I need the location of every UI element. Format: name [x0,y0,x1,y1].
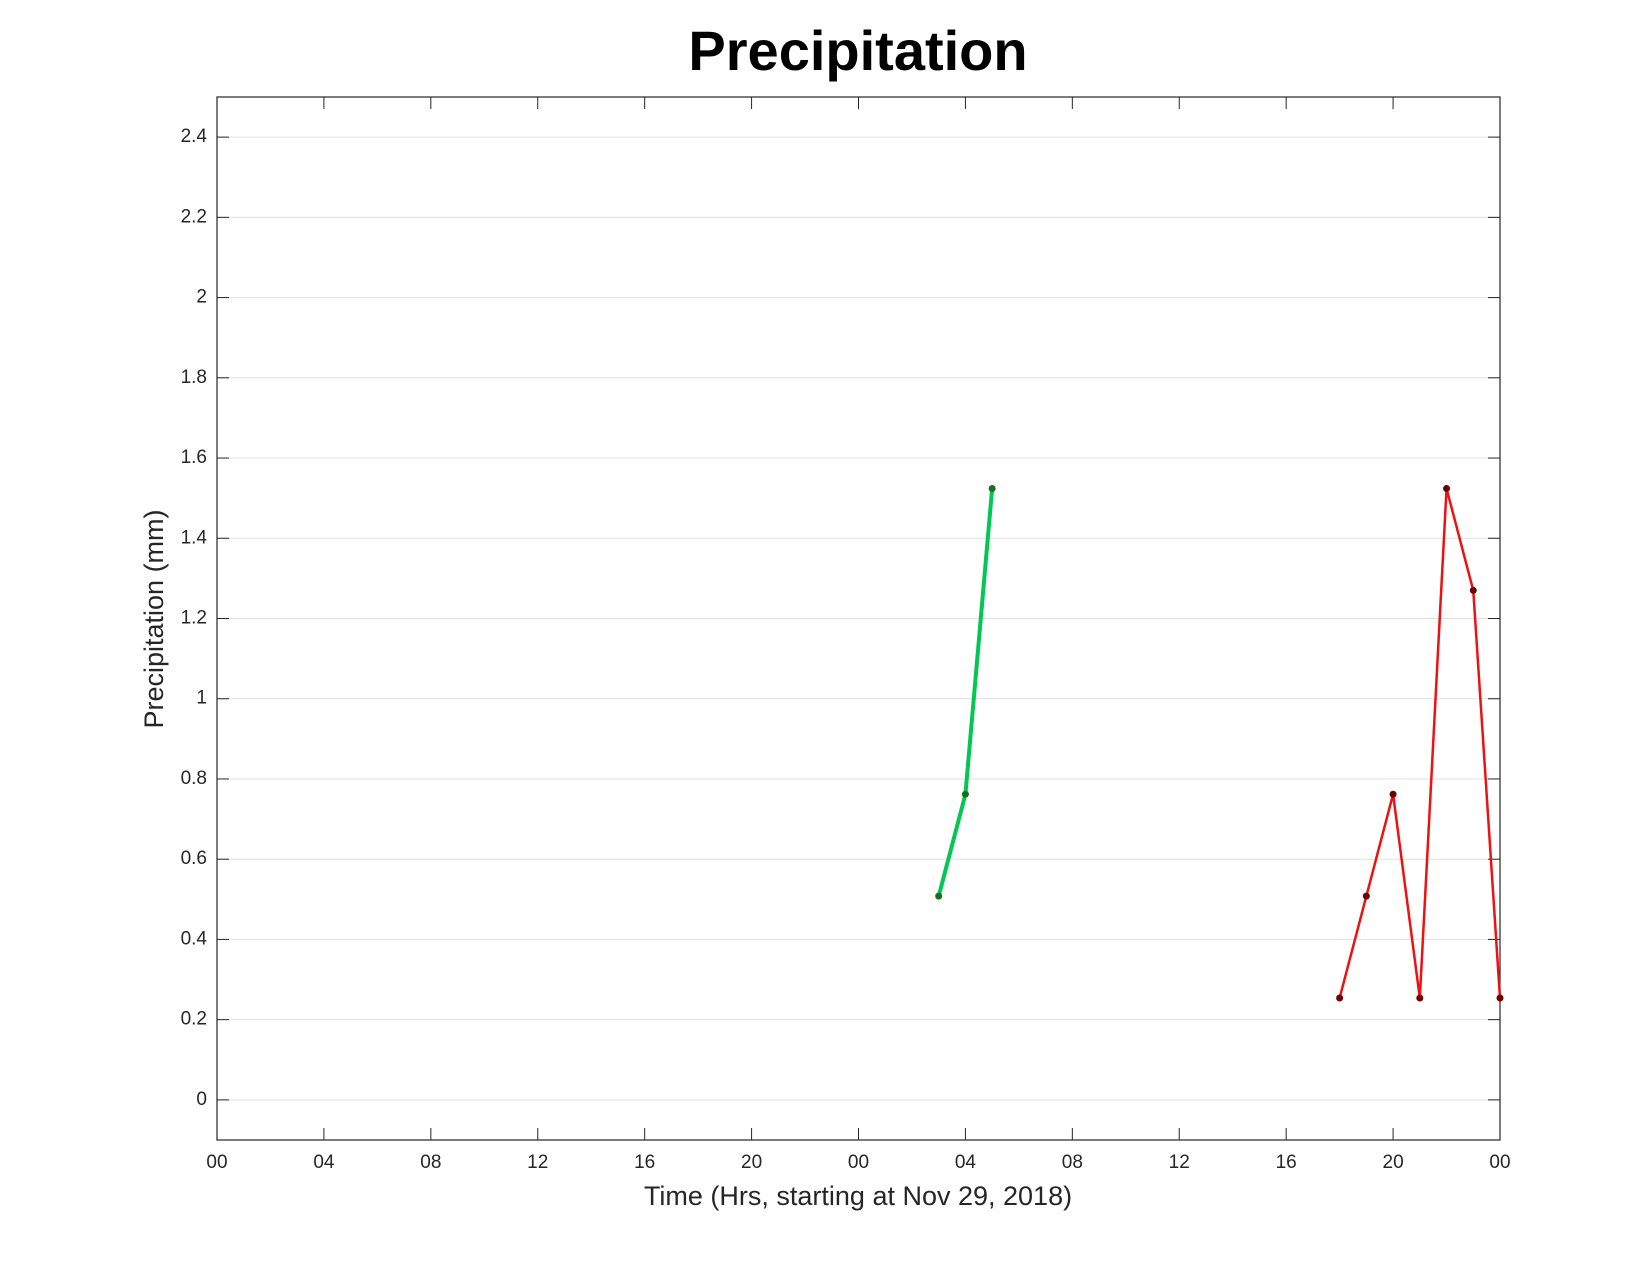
data-point [988,485,996,493]
chart-title: Precipitation [688,19,1027,82]
x-tick-label: 00 [1489,1152,1510,1173]
x-tick-label: 08 [1062,1152,1083,1173]
x-tick-label: 16 [634,1152,655,1173]
x-tick-label: 20 [1383,1152,1404,1173]
x-tick-label: 16 [1276,1152,1297,1173]
data-point [1496,994,1504,1002]
x-tick-label: 12 [527,1152,548,1173]
y-tick-label: 1.6 [181,447,207,468]
y-tick-label: 1.4 [181,527,208,548]
y-tick-label: 1 [196,688,207,709]
data-point [1416,994,1424,1002]
y-tick-label: 1.2 [181,608,207,629]
x-tick-label: 20 [741,1152,762,1173]
y-tick-label: 0.4 [181,928,208,949]
data-point [935,892,943,900]
y-axis-label: Precipitation (mm) [139,509,169,728]
x-tick-label: 04 [955,1152,977,1173]
plot-frame [216,96,1501,1141]
y-tick-label: 1.8 [181,367,207,388]
x-tick-label: 00 [206,1152,227,1173]
y-tick-label: 2 [196,287,207,308]
data-point [1469,586,1477,594]
x-tick-label: 00 [848,1152,869,1173]
y-tick-label: 0.2 [181,1009,207,1030]
x-tick-label: 08 [420,1152,441,1173]
data-point [1362,892,1370,900]
x-tick-label: 12 [1169,1152,1190,1173]
x-tick-label: 04 [313,1152,335,1173]
y-tick-label: 0 [196,1089,207,1110]
data-point [961,790,969,798]
y-tick-label: 0.6 [181,848,207,869]
data-point [1336,994,1344,1002]
y-tick-label: 2.4 [181,126,208,147]
y-tick-label: 0.8 [181,768,207,789]
data-point [1443,485,1451,493]
y-tick-label: 2.2 [181,206,207,227]
x-axis-label: Time (Hrs, starting at Nov 29, 2018) [644,1181,1072,1211]
data-point [1389,790,1397,798]
